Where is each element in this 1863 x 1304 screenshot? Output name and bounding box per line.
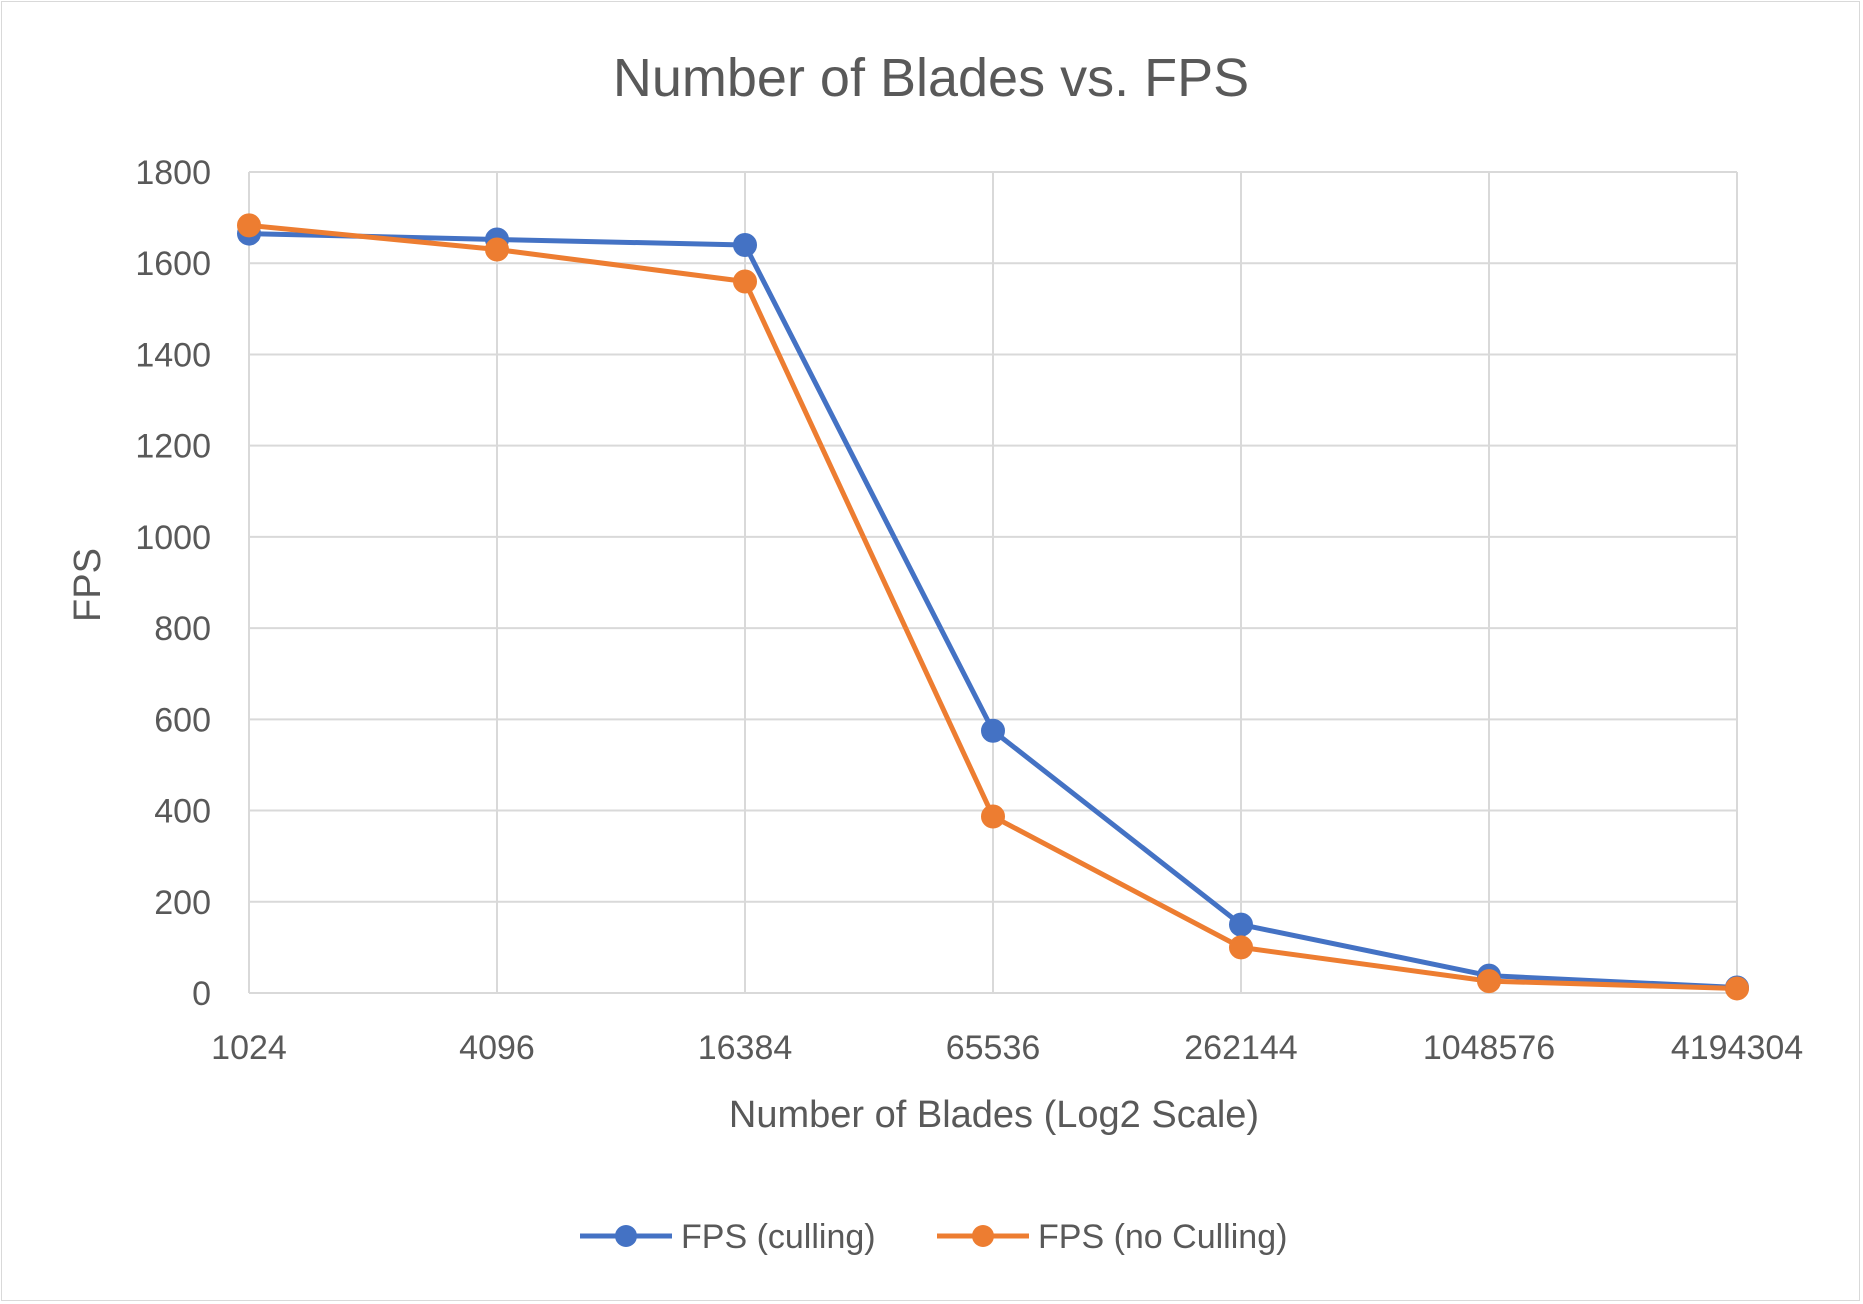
chart-title: Number of Blades vs. FPS <box>613 48 1249 108</box>
data-point <box>981 804 1005 829</box>
y-tick-label: 800 <box>154 610 211 648</box>
data-point <box>237 213 261 238</box>
legend-marker <box>615 1225 637 1247</box>
legend: FPS (culling) FPS (no Culling) <box>580 1218 1287 1256</box>
legend-item-1: FPS (no Culling) <box>937 1218 1287 1256</box>
data-point <box>1229 912 1253 937</box>
data-point <box>485 237 509 262</box>
data-point <box>1229 935 1253 960</box>
legend-marker <box>972 1225 994 1247</box>
y-tick-label: 1800 <box>135 154 211 192</box>
x-tick-label: 4194304 <box>1671 1029 1803 1067</box>
y-tick-label: 1400 <box>135 336 211 374</box>
data-point <box>1477 969 1501 994</box>
y-tick-label: 200 <box>154 884 211 922</box>
data-point <box>733 269 757 294</box>
x-tick-label: 1024 <box>211 1029 287 1067</box>
legend-label: FPS (no Culling) <box>1038 1218 1287 1256</box>
series-group <box>237 213 1749 1001</box>
legend-label: FPS (culling) <box>681 1218 876 1256</box>
x-tick-label: 262144 <box>1184 1029 1297 1067</box>
gridlines <box>248 171 1738 994</box>
y-tick-label: 1600 <box>135 245 211 283</box>
y-tick-label: 1000 <box>135 519 211 557</box>
x-tick-label: 1048576 <box>1423 1029 1555 1067</box>
x-tick-label: 65536 <box>946 1029 1041 1067</box>
x-axis-ticks: 1024 4096 16384 65536 262144 1048576 4194304 <box>211 1029 1803 1067</box>
y-tick-label: 400 <box>154 793 211 831</box>
data-point <box>733 232 757 257</box>
y-axis-ticks: 0 200 400 600 800 1000 1200 1400 1600 1800 <box>135 154 211 1013</box>
data-point <box>1725 976 1749 1001</box>
y-axis-label: FPS <box>67 548 109 622</box>
y-tick-label: 600 <box>154 701 211 739</box>
x-tick-label: 16384 <box>698 1029 793 1067</box>
data-point <box>981 718 1005 743</box>
y-tick-label: 0 <box>192 975 211 1013</box>
legend-item-0: FPS (culling) <box>580 1218 876 1256</box>
x-tick-label: 4096 <box>459 1029 535 1067</box>
y-tick-label: 1200 <box>135 428 211 466</box>
x-axis-label: Number of Blades (Log2 Scale) <box>729 1094 1259 1136</box>
